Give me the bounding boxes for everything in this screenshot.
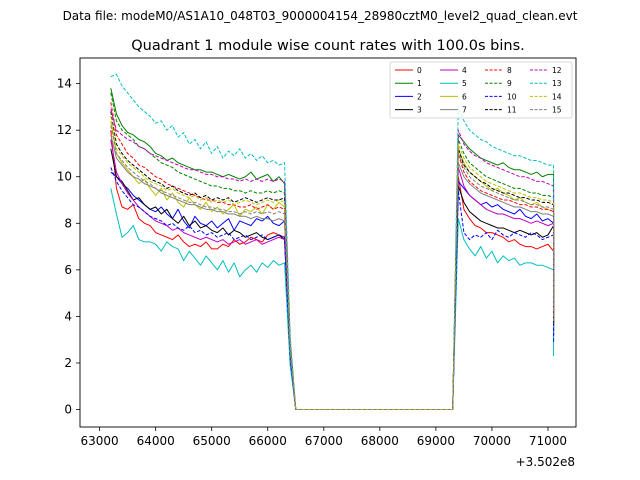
legend-label: 13 [552, 79, 562, 88]
y-tick-label: 2 [64, 356, 72, 370]
legend-label: 3 [417, 106, 422, 115]
y-tick-label: 14 [57, 77, 72, 91]
series-line-6 [110, 120, 555, 411]
x-tick-label: 69000 [417, 434, 455, 448]
legend-label: 15 [552, 106, 562, 115]
x-offset-label: +3.502e8 [516, 455, 575, 469]
series-line-1 [110, 88, 555, 411]
legend-label: 2 [417, 92, 422, 101]
legend-label: 5 [462, 79, 467, 88]
y-tick-label: 12 [57, 123, 72, 137]
legend-label: 14 [552, 92, 562, 101]
y-tick-label: 10 [57, 170, 72, 184]
legend-label: 6 [462, 92, 467, 101]
x-tick-label: 70000 [473, 434, 511, 448]
legend-label: 8 [507, 66, 512, 75]
series-line-14 [110, 116, 555, 411]
suptitle: Data file: modeM0/AS1A10_048T03_90000041… [63, 9, 578, 23]
legend-label: 0 [417, 66, 422, 75]
chart-title: Quadrant 1 module wise count rates with … [131, 38, 525, 54]
series-line-11 [110, 111, 555, 411]
series-line-9 [110, 92, 555, 411]
y-tick-label: 8 [64, 216, 72, 230]
legend-label: 1 [417, 79, 422, 88]
axes-frame [79, 57, 577, 428]
series-line-8 [110, 102, 555, 411]
series-line-0 [110, 130, 555, 411]
legend-label: 12 [552, 66, 562, 75]
x-axis: 63000 64000 65000 66000 67000 68000 69000 70000… [81, 427, 567, 448]
legend-label: 10 [507, 92, 517, 101]
x-tick-label: 64000 [137, 434, 175, 448]
series-line-5 [110, 188, 555, 411]
y-axis: 0 2 4 6 8 10 12 14 [57, 77, 80, 417]
series-line-12 [110, 109, 555, 411]
legend-label: 7 [462, 106, 467, 115]
x-tick-label: 68000 [361, 434, 399, 448]
series-line-4 [110, 139, 555, 411]
series-line-3 [110, 148, 555, 411]
y-tick-label: 0 [64, 403, 72, 417]
series-line-2 [110, 171, 555, 411]
legend-label: 9 [507, 79, 512, 88]
x-tick-label: 71000 [529, 434, 567, 448]
series-line-15 [110, 125, 555, 411]
legend-label: 4 [462, 66, 467, 75]
x-tick-label: 65000 [193, 434, 231, 448]
x-tick-label: 66000 [249, 434, 287, 448]
x-tick-label: 63000 [81, 434, 119, 448]
y-tick-label: 6 [64, 263, 72, 277]
y-tick-label: 4 [64, 309, 72, 323]
series-line-10 [110, 167, 555, 411]
x-tick-label: 67000 [305, 434, 343, 448]
series-layer [110, 73, 555, 411]
legend-label: 11 [507, 106, 517, 115]
series-line-7 [110, 134, 555, 411]
legend-box [389, 61, 573, 119]
series-line-13 [110, 73, 555, 411]
